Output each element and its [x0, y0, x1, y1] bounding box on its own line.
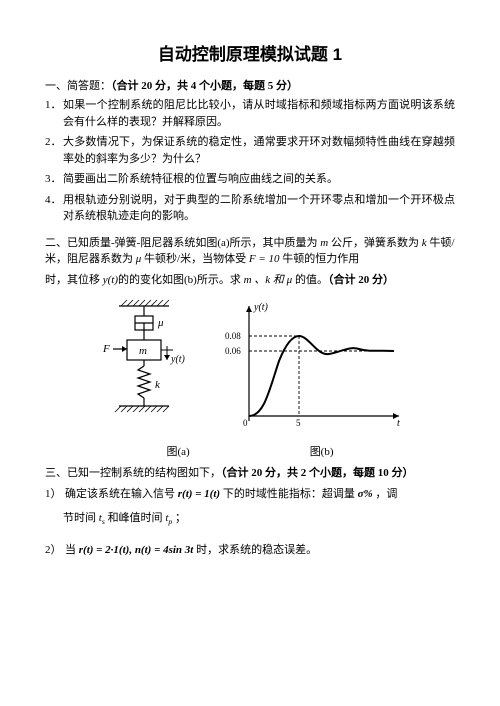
svg-text:0.08: 0.08	[225, 331, 241, 341]
s1-q4: 4． 用根轨迹分别说明，对于典型的二阶系统增加一个开环零点和增加一个开环极点对系…	[45, 192, 455, 225]
s1-q2: 2． 大多数情况下，为保证系统的稳定性，通常要求开环对数幅频特性曲线在穿越频率处…	[45, 134, 455, 167]
svg-text:0: 0	[243, 418, 248, 428]
svg-text:μ: μ	[157, 317, 164, 329]
s1-q3: 3． 简要画出二阶系统特征根的位置与响应曲线之间的关系。	[45, 171, 455, 188]
fig-b-label: 图(b)	[310, 443, 334, 459]
figure-a: μ F m y(t) k	[91, 296, 191, 441]
s3-q1: 1） 确定该系统在输入信号 r(t) = 1(t) 下的时域性能指标：超调量 σ…	[45, 486, 455, 530]
s1-q1: 1． 如果一个控制系统的阻尼比比较小，请从时域指标和频域指标两方面说明该系统会有…	[45, 97, 455, 130]
svg-text:k: k	[155, 379, 161, 391]
section3-head: 三、已知一控制系统的结构图如下，（合计 20 分，共 2 个小题，每题 10 分…	[45, 465, 455, 482]
fig-a-label: 图(a)	[166, 443, 189, 459]
figure-b: y(t) t 0.06 0.08 5 0	[219, 296, 409, 441]
page-title: 自动控制原理模拟试题 1	[45, 40, 455, 65]
svg-text:y(t): y(t)	[253, 302, 269, 313]
section2-para1: 二、已知质量-弹簧-阻尼器系统如图(a)所示，其中质量为 m 公斤，弹簧系数为 …	[45, 235, 455, 268]
figures-row: μ F m y(t) k y(t) t	[45, 296, 455, 441]
section2-para2: 时，其位移 y(t)的的变化如图(b)所示。求 m 、k 和 μ 的值。（合计 …	[45, 272, 455, 289]
section1-head: 一、简答题：（合计 20 分，共 4 个小题，每题 5 分）	[45, 77, 455, 93]
svg-text:y(t): y(t)	[170, 354, 186, 365]
svg-text:5: 5	[296, 418, 301, 428]
svg-text:m: m	[139, 345, 147, 357]
s3-q2: 2） 当 r(t) = 2·1(t), n(t) = 4sin 3t 时，求系统…	[45, 542, 455, 559]
svg-text:0.06: 0.06	[225, 346, 241, 356]
svg-text:t: t	[397, 418, 400, 429]
svg-text:F: F	[102, 343, 110, 355]
figure-labels: 图(a) 图(b)	[45, 443, 455, 459]
